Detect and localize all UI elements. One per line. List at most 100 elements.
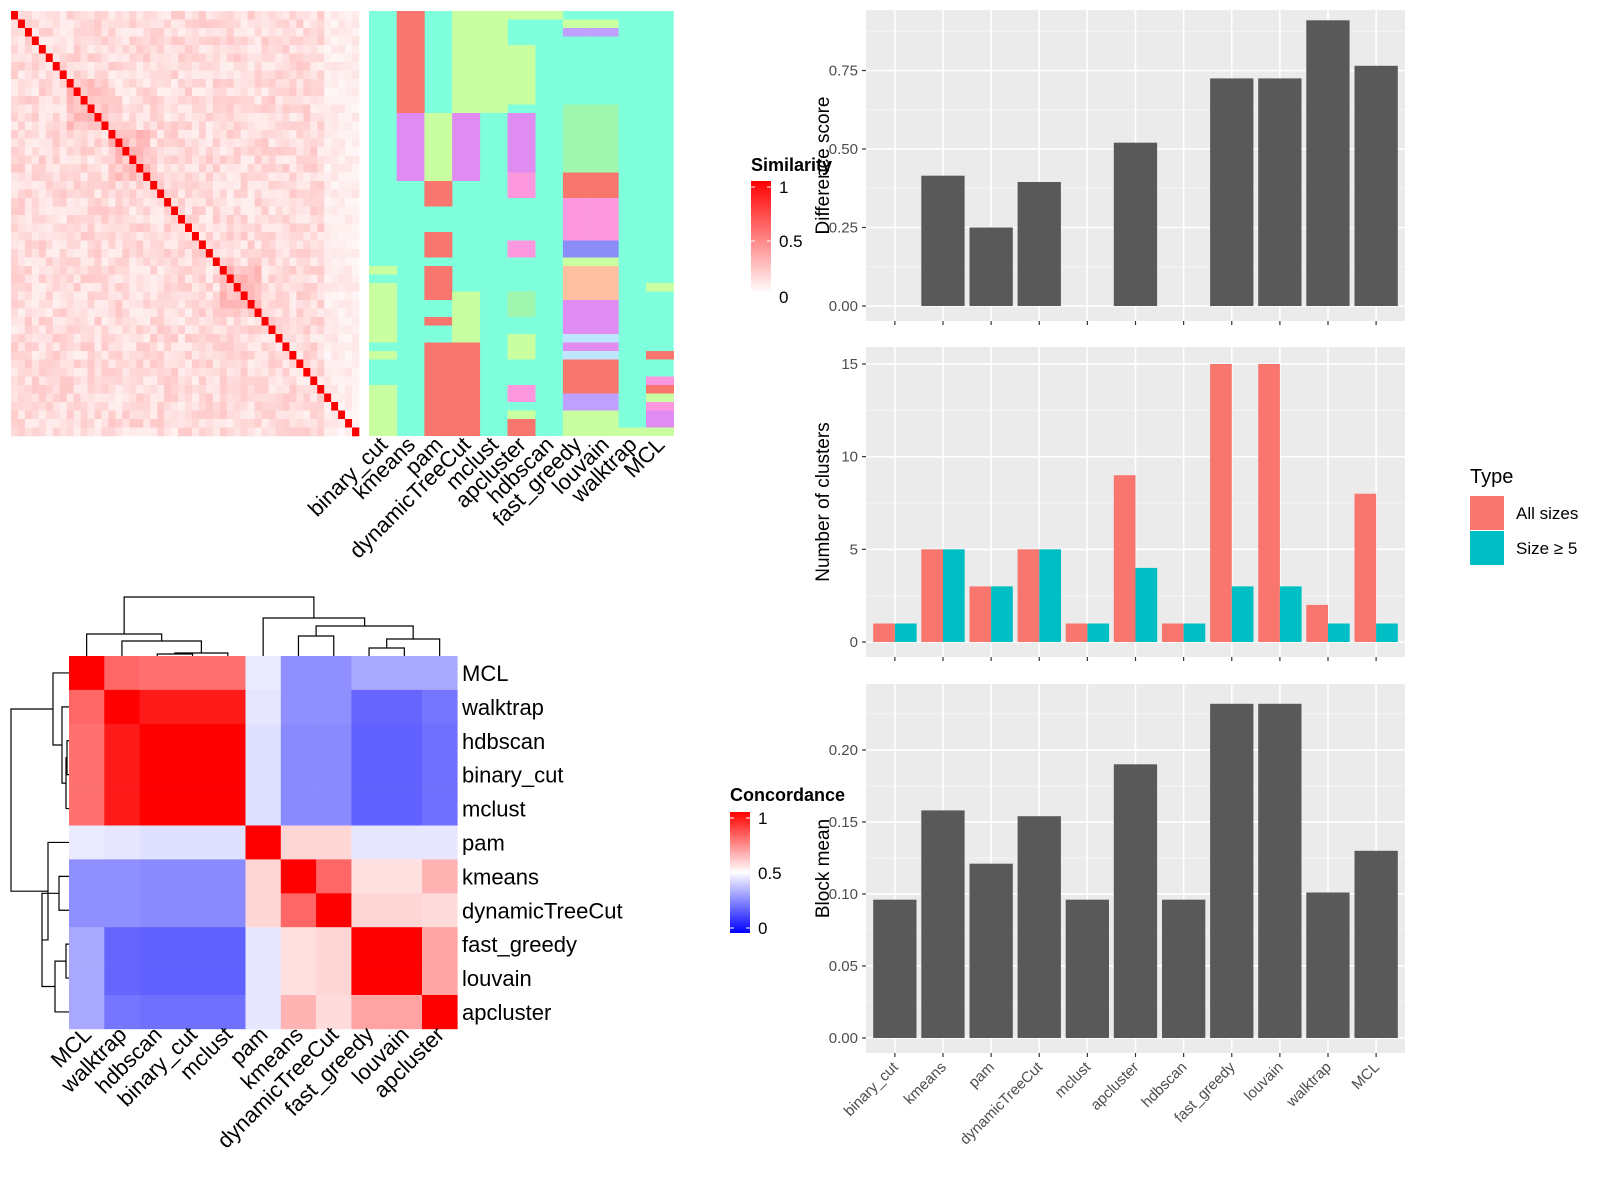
type-legend: Type All sizes Size ≥ 5 — [1470, 466, 1578, 565]
similarity-cell — [247, 317, 255, 326]
similarity-cell — [282, 257, 290, 267]
similarity-cell — [24, 11, 33, 20]
similarity-cell — [122, 11, 130, 20]
similarity-cell — [198, 393, 207, 403]
similarity-cell — [143, 402, 151, 411]
similarity-cell — [31, 87, 40, 97]
similarity-cell — [254, 249, 262, 258]
similarity-cell — [73, 96, 81, 105]
similarity-cell — [254, 274, 262, 284]
similarity-cell — [198, 206, 207, 216]
similarity-cell — [247, 121, 255, 131]
x-tick-label: MCL — [1349, 1059, 1383, 1093]
concordance-cell — [422, 859, 458, 894]
similarity-cell — [198, 274, 207, 284]
similarity-cell — [310, 147, 318, 156]
similarity-cell — [101, 96, 109, 105]
similarity-cell — [52, 138, 61, 148]
similarity-cell — [94, 62, 102, 71]
similarity-cell — [296, 11, 304, 20]
similarity-cell — [52, 223, 61, 233]
similarity-cell — [352, 79, 360, 88]
similarity-cell — [191, 223, 200, 233]
similarity-cell — [122, 342, 130, 352]
similarity-cell — [129, 198, 137, 207]
similarity-cell — [101, 351, 109, 360]
similarity-cell — [310, 113, 318, 122]
similarity-cell — [73, 62, 81, 71]
similarity-cell — [317, 53, 325, 63]
similarity-cell — [317, 325, 325, 335]
similarity-cell — [38, 19, 47, 29]
similarity-cell — [136, 283, 144, 292]
similarity-cell — [45, 232, 54, 241]
similarity-cell — [164, 164, 172, 173]
similarity-cell — [115, 402, 123, 411]
similarity-cell — [73, 87, 81, 97]
similarity-cell — [331, 198, 339, 207]
similarity-cell — [275, 325, 283, 335]
similarity-cell — [205, 138, 214, 148]
similarity-cell — [352, 223, 360, 233]
similarity-cell — [73, 283, 81, 292]
similarity-cell — [94, 11, 102, 20]
y-axis-label: Block mean — [813, 819, 834, 918]
similarity-cell — [143, 376, 151, 386]
similarity-cell — [247, 147, 255, 156]
similarity-cell — [219, 283, 228, 292]
bar-size-ge5 — [1183, 623, 1206, 642]
similarity-cell — [11, 291, 19, 301]
similarity-cell — [66, 79, 74, 88]
concordance-cell — [139, 995, 176, 1030]
similarity-cell — [178, 402, 186, 411]
similarity-cell — [198, 96, 207, 105]
similarity-cell — [233, 155, 241, 165]
similarity-cell — [303, 427, 311, 437]
similarity-cell — [303, 368, 311, 377]
cluster-cell — [396, 11, 425, 113]
similarity-cell — [233, 121, 241, 131]
similarity-cell — [59, 53, 67, 63]
dendrogram-branch — [10, 708, 53, 892]
similarity-cell — [324, 79, 332, 88]
similarity-cell — [45, 240, 54, 250]
concordance-cell — [245, 995, 282, 1030]
similarity-cell — [233, 427, 241, 437]
similarity-cell — [59, 189, 67, 199]
similarity-cell — [247, 172, 255, 182]
similarity-cell — [136, 79, 144, 88]
similarity-cell — [24, 300, 33, 309]
similarity-cell — [164, 300, 172, 309]
similarity-cell — [87, 385, 95, 394]
similarity-cell — [185, 334, 193, 343]
similarity-cell — [157, 198, 165, 207]
similarity-cell — [268, 19, 276, 29]
similarity-cell — [122, 334, 130, 343]
similarity-cell — [66, 28, 74, 37]
similarity-cell — [240, 113, 248, 122]
similarity-cell — [17, 351, 26, 360]
similarity-cell — [303, 334, 311, 343]
similarity-cell — [38, 147, 47, 156]
similarity-cell — [129, 206, 137, 216]
similarity-cell — [240, 240, 248, 250]
similarity-cell — [261, 155, 269, 165]
similarity-cell — [198, 147, 207, 156]
similarity-cell — [129, 62, 137, 71]
similarity-cell — [247, 62, 255, 71]
similarity-cell — [247, 53, 255, 63]
similarity-cell — [310, 291, 318, 301]
similarity-cell — [171, 215, 179, 224]
bar — [1258, 78, 1302, 307]
similarity-cell — [275, 79, 283, 88]
similarity-cell — [345, 113, 353, 122]
similarity-cell — [178, 62, 186, 71]
similarity-cell — [261, 96, 269, 105]
similarity-cell — [268, 232, 276, 241]
similarity-cell — [178, 121, 186, 131]
similarity-cell — [185, 11, 193, 20]
concordance-cell — [351, 961, 387, 996]
similarity-cell — [247, 189, 255, 199]
similarity-cell — [247, 79, 255, 88]
similarity-cell — [94, 121, 102, 131]
